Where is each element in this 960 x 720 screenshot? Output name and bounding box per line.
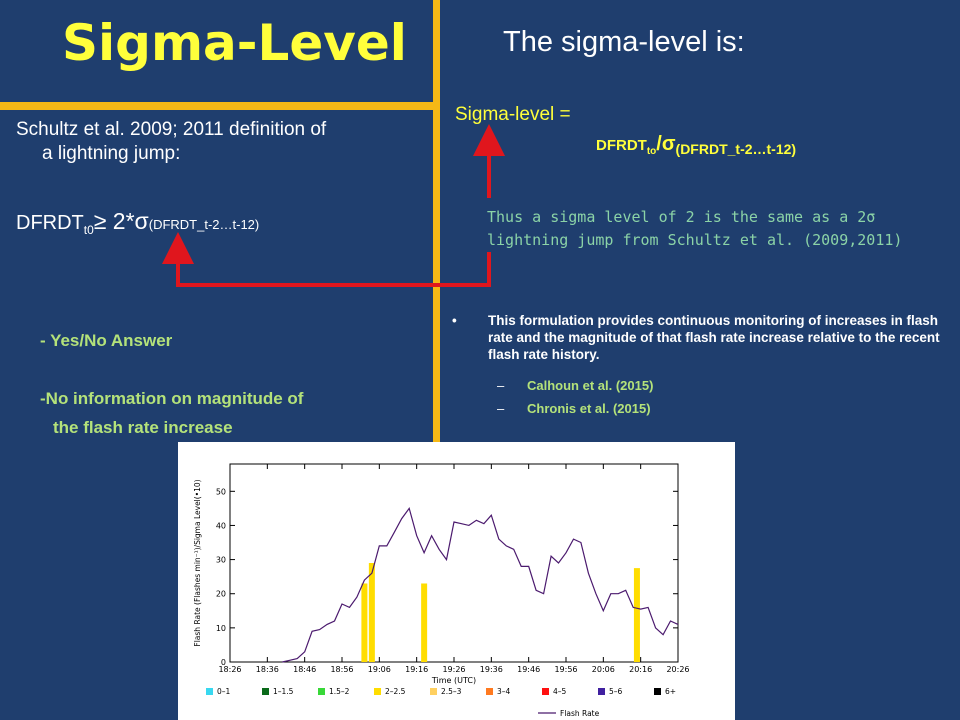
- vertical-divider: [433, 0, 440, 450]
- y-tick-label: 10: [216, 624, 226, 633]
- dfrdt-sub: t0: [83, 223, 94, 237]
- legend-label: 0–1: [217, 687, 231, 696]
- x-tick-label: 20:06: [592, 665, 615, 674]
- legend-label: 3–4: [497, 687, 511, 696]
- legend-swatch: [206, 688, 213, 695]
- flash-rate-chart: 0 10 20 30 40 50 18:26 18:36 18:46 18:56 19:06 19:1…: [178, 442, 735, 720]
- x-axis-label: Time (UTC): [431, 676, 476, 685]
- x-tick-label: 19:26: [442, 665, 465, 674]
- y-tick-label: 50: [216, 487, 226, 496]
- legend-label: 1–1.5: [273, 687, 294, 696]
- legend-swatch: [430, 688, 437, 695]
- y-axis-label: Flash Rate (Flashes min⁻¹)/Sigma Level(•…: [193, 479, 202, 646]
- dfrdt-main: DFRDT: [16, 212, 84, 234]
- x-tick-label: 20:16: [629, 665, 652, 674]
- jump-criterion: DFRDTt0≥ 2*σ(DFRDT_t-2…t-12): [16, 208, 259, 237]
- note-yes-no: - Yes/No Answer: [40, 331, 173, 350]
- legend-label: 5–6: [609, 687, 623, 696]
- bullet-text: This formulation provides continuous mon…: [488, 313, 940, 362]
- x-tick-label: 18:36: [256, 665, 279, 674]
- sigma-bar: [633, 568, 640, 662]
- legend-label: 1.5–2: [329, 687, 350, 696]
- legend-line-label: Flash Rate: [560, 709, 600, 718]
- legend-swatch: [318, 688, 325, 695]
- citation-label: Calhoun et al. (2015): [527, 378, 654, 393]
- x-tick-label: 18:26: [218, 665, 241, 674]
- x-tick-label: 19:16: [405, 665, 428, 674]
- legend-label: 2–2.5: [385, 687, 406, 696]
- legend-label: 4–5: [553, 687, 567, 696]
- sigma-bar: [421, 583, 428, 662]
- formula-sigma: /σ: [656, 133, 676, 155]
- subtitle: The sigma-level is:: [503, 26, 745, 58]
- explanation-line2: lightning jump from Schultz et al. (2009…: [487, 231, 903, 249]
- dash: –: [497, 401, 505, 416]
- sigma-bar: [368, 563, 375, 662]
- note-no-magnitude: -No information on magnitude of: [40, 389, 304, 408]
- y-tick-label: 30: [216, 556, 226, 565]
- legend-label: 6+: [665, 687, 676, 696]
- x-tick-label: 18:56: [330, 665, 353, 674]
- reference-text: Schultz et al. 2009; 2011 definition of …: [16, 118, 426, 166]
- title-underline: [0, 102, 438, 110]
- page-title: Sigma-Level: [62, 14, 407, 72]
- sigma-label: Sigma-level =: [455, 104, 571, 125]
- x-tick-label: 19:56: [554, 665, 577, 674]
- note-flash-rate: the flash rate increase: [53, 418, 233, 437]
- y-tick-label: 20: [216, 590, 226, 599]
- formula-window: (DFRDT_t-2…t-12): [675, 141, 797, 157]
- sigma-formula: DFRDTto/σ(DFRDT_t-2…t-12): [596, 133, 796, 157]
- x-tick-label: 19:46: [517, 665, 540, 674]
- dfrdt-ge: ≥ 2*σ: [93, 208, 149, 234]
- x-tick-label: 19:06: [368, 665, 391, 674]
- flash-rate-line: [282, 507, 679, 663]
- ref-line2: a lightning jump:: [42, 143, 181, 164]
- x-tick-label: 19:36: [480, 665, 503, 674]
- y-tick-label: 0: [221, 658, 226, 667]
- y-tick-label: 40: [216, 521, 226, 530]
- ref-line1: Schultz et al. 2009; 2011 definition of: [16, 119, 327, 140]
- legend-swatch: [598, 688, 605, 695]
- legend-label: 2.5–3: [441, 687, 462, 696]
- plot-frame: [229, 463, 679, 663]
- citation-label: Chronis et al. (2015): [527, 401, 651, 416]
- legend-swatch: [262, 688, 269, 695]
- dfrdt-window: (DFRDT_t-2…t-12): [148, 217, 260, 232]
- legend-swatch: [374, 688, 381, 695]
- legend-swatch: [486, 688, 493, 695]
- x-tick-label: 20:26: [666, 665, 689, 674]
- x-tick-label: 18:46: [293, 665, 316, 674]
- legend-swatch: [654, 688, 661, 695]
- formula-main: DFRDT: [596, 137, 647, 154]
- sigma-bar: [361, 583, 368, 662]
- dash: –: [497, 378, 505, 393]
- arrow-connector: [162, 232, 491, 287]
- formula-sub: to: [646, 146, 657, 157]
- bullet-dot: •: [452, 313, 457, 328]
- explanation-line1: Thus a sigma level of 2 is the same as a…: [487, 208, 876, 226]
- legend-swatch: [542, 688, 549, 695]
